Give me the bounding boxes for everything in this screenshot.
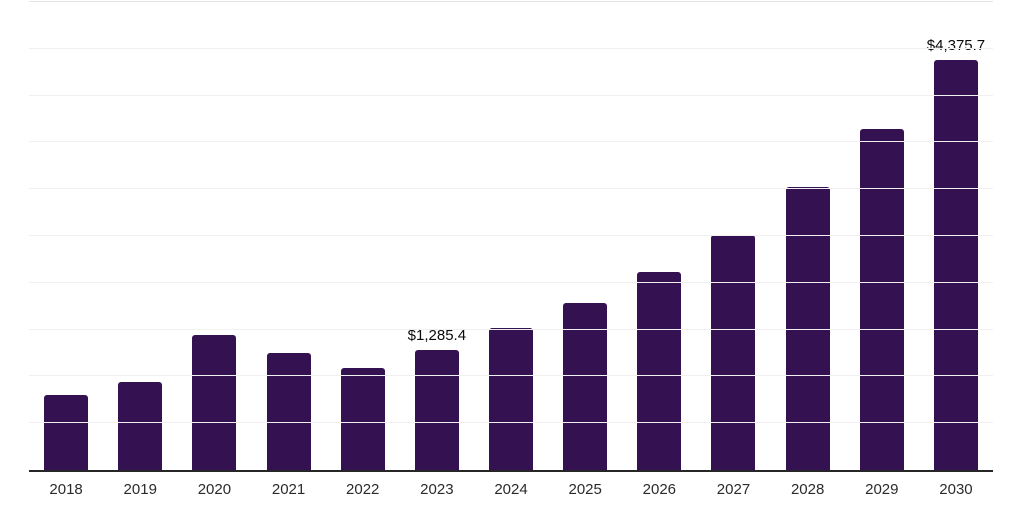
x-tick-2021: 2021 bbox=[271, 481, 306, 498]
gridline-3500 bbox=[29, 141, 993, 143]
bar-slot-2027 bbox=[696, 0, 770, 470]
bar-slot-2024 bbox=[474, 0, 548, 470]
bar-2023 bbox=[414, 349, 459, 470]
gridline-2500 bbox=[29, 235, 993, 236]
bar-2025 bbox=[563, 302, 608, 470]
bar-slot-2022 bbox=[326, 0, 400, 470]
bar-2021 bbox=[266, 353, 311, 470]
bar-2027 bbox=[711, 234, 756, 470]
bar-slot-2023: $1,285.4 bbox=[400, 0, 474, 470]
bar-2030 bbox=[933, 60, 978, 470]
x-axis-line bbox=[29, 470, 993, 472]
x-tick-2025: 2025 bbox=[568, 481, 602, 498]
gridline-1500 bbox=[29, 328, 993, 330]
bar-slot-2025 bbox=[548, 0, 622, 470]
plot-area: $1,285.4 $4,375.7 bbox=[29, 0, 993, 470]
x-tick-2022: 2022 bbox=[346, 481, 380, 498]
bar-2018 bbox=[44, 395, 89, 470]
bar-slot-2018 bbox=[29, 0, 103, 470]
value-label-2030: $4,375.7 bbox=[926, 37, 986, 55]
gridline-500 bbox=[29, 422, 993, 424]
x-tick-2024: 2024 bbox=[494, 481, 528, 498]
bar-2022 bbox=[340, 367, 385, 470]
bar-slot-2029 bbox=[845, 0, 919, 470]
x-tick-2019: 2019 bbox=[123, 481, 157, 498]
bar-2024 bbox=[489, 328, 534, 470]
bar-slot-2019 bbox=[103, 0, 177, 470]
x-tick-2029: 2029 bbox=[865, 481, 899, 498]
bar-2019 bbox=[118, 382, 163, 470]
bar-2020 bbox=[192, 335, 237, 470]
gridline-4000 bbox=[29, 94, 993, 96]
bar-2026 bbox=[637, 271, 682, 470]
x-tick-2026: 2026 bbox=[642, 481, 677, 498]
gridline-5000 bbox=[29, 1, 993, 2]
bar-slot-2030: $4,375.7 bbox=[919, 0, 993, 470]
x-tick-2027: 2027 bbox=[716, 481, 751, 498]
gridline-4500 bbox=[29, 47, 993, 49]
x-tick-2018: 2018 bbox=[49, 481, 83, 498]
bar-slot-2026 bbox=[622, 0, 696, 470]
bar-slot-2021 bbox=[251, 0, 325, 470]
gridline-1000 bbox=[29, 375, 993, 377]
x-tick-2023: 2023 bbox=[420, 481, 454, 498]
gridline-3000 bbox=[29, 188, 993, 190]
value-label-2023: $1,285.4 bbox=[407, 326, 467, 344]
x-tick-2028: 2028 bbox=[790, 481, 825, 498]
gridline-2000 bbox=[29, 281, 993, 283]
bar-2029 bbox=[859, 129, 904, 470]
bars-row: $1,285.4 $4,375.7 bbox=[29, 0, 993, 470]
bar-slot-2020 bbox=[177, 0, 251, 470]
x-tick-2020: 2020 bbox=[197, 481, 232, 498]
x-tick-2030: 2030 bbox=[939, 481, 973, 498]
x-axis-labels: 2018 2019 2020 2021 2022 2023 2024 2025 2026 2027… bbox=[29, 481, 993, 499]
